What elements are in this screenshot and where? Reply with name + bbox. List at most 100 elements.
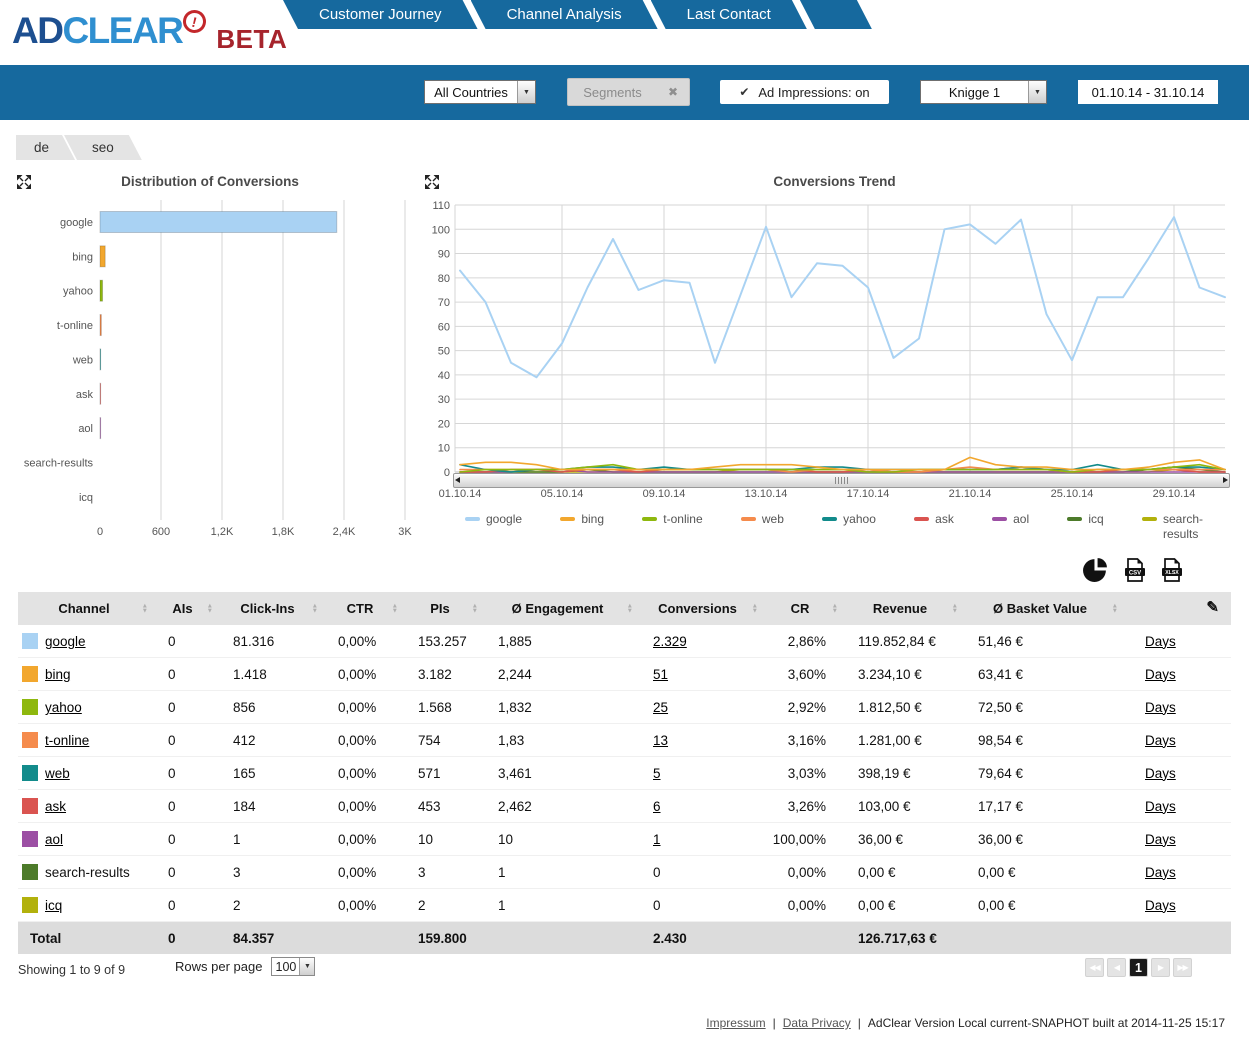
column-header-cr[interactable]: CR ▲ ▼ bbox=[760, 592, 840, 625]
sort-icon[interactable]: ▲ ▼ bbox=[311, 602, 318, 615]
impressum-link[interactable]: Impressum bbox=[706, 1016, 766, 1030]
legend-item-t-online[interactable]: t-online bbox=[642, 512, 703, 527]
days-link[interactable]: Days bbox=[1145, 699, 1176, 715]
bar-bing[interactable] bbox=[99, 245, 106, 268]
days-link[interactable]: Days bbox=[1145, 732, 1176, 748]
chart-scrollbar[interactable] bbox=[453, 473, 1230, 488]
next-page-button[interactable]: ▶ bbox=[1151, 958, 1170, 977]
column-header--basket-value[interactable]: Ø Basket Value ▲ ▼ bbox=[960, 592, 1120, 625]
y-tick-label: 110 bbox=[432, 200, 450, 212]
bar-t-online[interactable] bbox=[99, 314, 102, 337]
conversions-link[interactable]: 1 bbox=[653, 831, 661, 847]
column-header--engagement[interactable]: Ø Engagement ▲ ▼ bbox=[480, 592, 635, 625]
channel-cell: ask bbox=[18, 789, 150, 823]
legend-item-icq[interactable]: icq bbox=[1067, 512, 1104, 527]
expand-icon[interactable] bbox=[16, 174, 32, 190]
chevron-down-icon[interactable]: ▼ bbox=[1028, 81, 1046, 103]
chevron-down-icon[interactable]: ▼ bbox=[517, 81, 535, 103]
logo-clear: CLEAR bbox=[62, 10, 183, 51]
scrollbar-grip-icon[interactable] bbox=[834, 477, 848, 484]
sort-icon[interactable]: ▲ ▼ bbox=[831, 602, 838, 615]
chevron-down-icon[interactable]: ▼ bbox=[299, 958, 315, 975]
pencil-icon[interactable]: ✎ bbox=[1206, 599, 1219, 616]
days-link[interactable]: Days bbox=[1145, 765, 1176, 781]
page-number-button[interactable]: 1 bbox=[1129, 958, 1148, 977]
channel-link-ask[interactable]: ask bbox=[45, 799, 67, 814]
tab-customer-journey[interactable]: Customer Journey bbox=[283, 0, 478, 29]
days-link[interactable]: Days bbox=[1145, 666, 1176, 682]
channel-link-t-online[interactable]: t-online bbox=[45, 733, 90, 748]
sort-icon[interactable]: ▲ ▼ bbox=[751, 602, 758, 615]
legend-swatch-icon bbox=[1067, 517, 1083, 521]
legend-item-yahoo[interactable]: yahoo bbox=[822, 512, 876, 527]
sort-icon[interactable]: ▲ ▼ bbox=[141, 602, 148, 615]
channel-link-bing[interactable]: bing bbox=[45, 667, 71, 682]
legend-item-web[interactable]: web bbox=[740, 512, 784, 527]
export-csv-icon[interactable]: CSV bbox=[1124, 557, 1146, 582]
column-header-conversions[interactable]: Conversions ▲ ▼ bbox=[635, 592, 760, 625]
days-link[interactable]: Days bbox=[1145, 831, 1176, 847]
click-ins-cell: 81.316 bbox=[215, 625, 320, 658]
total-value-cell bbox=[760, 921, 840, 954]
sort-icon[interactable]: ▲ ▼ bbox=[471, 602, 478, 615]
channel-link-aol[interactable]: aol bbox=[45, 832, 64, 847]
pis-cell: 10 bbox=[400, 822, 480, 856]
bar-aol[interactable] bbox=[99, 417, 102, 440]
channel-link-icq[interactable]: icq bbox=[45, 898, 63, 913]
country-select[interactable]: All Countries ▼ bbox=[424, 80, 536, 104]
legend-item-search-results[interactable]: search-results bbox=[1141, 512, 1215, 542]
sort-icon[interactable]: ▲ ▼ bbox=[626, 602, 633, 615]
profile-select[interactable]: Knigge 1 ▼ bbox=[920, 80, 1047, 104]
legend-item-ask[interactable]: ask bbox=[914, 512, 954, 527]
tab-channel-analysis[interactable]: Channel Analysis bbox=[471, 0, 658, 29]
days-link[interactable]: Days bbox=[1145, 798, 1176, 814]
channel-link-google[interactable]: google bbox=[45, 634, 86, 649]
pie-chart-icon[interactable] bbox=[1082, 556, 1109, 583]
bar-web[interactable] bbox=[99, 348, 102, 371]
data-privacy-link[interactable]: Data Privacy bbox=[782, 1016, 851, 1030]
days-link[interactable]: Days bbox=[1145, 897, 1176, 913]
column-header-revenue[interactable]: Revenue ▲ ▼ bbox=[840, 592, 960, 625]
export-xlsx-icon[interactable]: XLSX bbox=[1161, 557, 1183, 582]
conversions-link[interactable]: 2.329 bbox=[653, 633, 687, 649]
prev-page-button[interactable]: ◀ bbox=[1107, 958, 1126, 977]
breadcrumb-tag-seo[interactable]: seo bbox=[64, 135, 142, 160]
conversions-link[interactable]: 5 bbox=[653, 765, 661, 781]
legend-item-google[interactable]: google bbox=[465, 512, 522, 527]
sort-icon[interactable]: ▲ ▼ bbox=[206, 602, 213, 615]
column-header-channel[interactable]: Channel ▲ ▼ bbox=[18, 592, 150, 625]
bar-ask[interactable] bbox=[99, 382, 102, 405]
legend-item-aol[interactable]: aol bbox=[992, 512, 1029, 527]
column-header-pis[interactable]: PIs ▲ ▼ bbox=[400, 592, 480, 625]
channel-link-web[interactable]: web bbox=[45, 766, 70, 781]
channel-link-yahoo[interactable]: yahoo bbox=[45, 700, 82, 715]
ad-impressions-toggle[interactable]: ✔ Ad Impressions: on bbox=[720, 80, 889, 104]
distribution-chart-panel: Distribution of Conversions 0 600 1,2K 1,8K… bbox=[0, 168, 420, 568]
days-link[interactable]: Days bbox=[1145, 633, 1176, 649]
first-page-button[interactable]: ◀◀ bbox=[1085, 958, 1104, 977]
segments-button[interactable]: Segments ✖ bbox=[567, 78, 690, 106]
sort-icon[interactable]: ▲ ▼ bbox=[951, 602, 958, 615]
bar-yahoo[interactable] bbox=[99, 279, 104, 302]
bar-google[interactable] bbox=[99, 211, 338, 233]
rows-per-page-select[interactable]: 100 ▼ bbox=[271, 957, 316, 976]
column-header-ais[interactable]: AIs ▲ ▼ bbox=[150, 592, 215, 625]
conversions-link[interactable]: 6 bbox=[653, 798, 661, 814]
days-link[interactable]: Days bbox=[1145, 864, 1176, 880]
column-header-ctr[interactable]: CTR ▲ ▼ bbox=[320, 592, 400, 625]
close-icon[interactable]: ✖ bbox=[667, 85, 679, 99]
expand-icon[interactable] bbox=[424, 174, 440, 190]
sort-icon[interactable]: ▲ ▼ bbox=[1111, 602, 1118, 615]
column-header-click-ins[interactable]: Click-Ins ▲ ▼ bbox=[215, 592, 320, 625]
last-page-button[interactable]: ▶▶ bbox=[1173, 958, 1192, 977]
legend-item-bing[interactable]: bing bbox=[560, 512, 604, 527]
export-toolbar: CSV XLSX bbox=[1082, 556, 1183, 583]
x-tick-label: 25.10.14 bbox=[1050, 488, 1094, 500]
conversions-link[interactable]: 51 bbox=[653, 666, 669, 682]
tab-last-contact[interactable]: Last Contact bbox=[651, 0, 807, 29]
y-tick-label: 10 bbox=[438, 443, 450, 455]
sort-icon[interactable]: ▲ ▼ bbox=[391, 602, 398, 615]
date-range-input[interactable]: 01.10.14 - 31.10.14 bbox=[1078, 80, 1218, 104]
conversions-link[interactable]: 13 bbox=[653, 732, 669, 748]
conversions-link[interactable]: 25 bbox=[653, 699, 669, 715]
